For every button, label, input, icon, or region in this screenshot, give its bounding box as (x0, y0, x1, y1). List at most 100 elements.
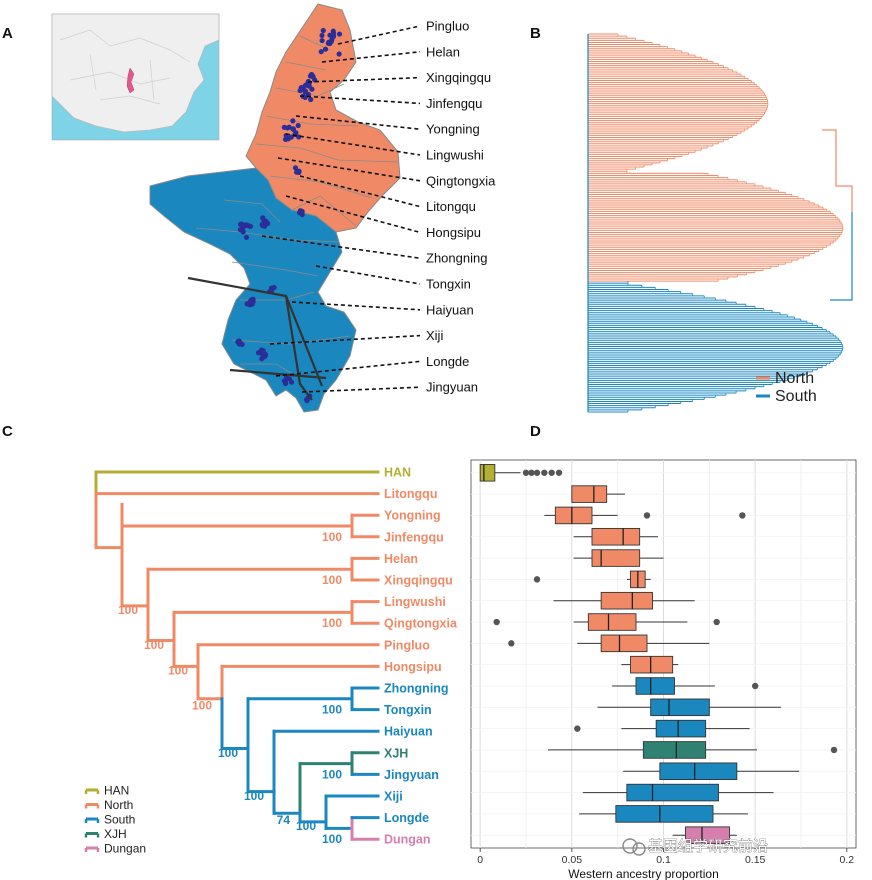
outlier-point (830, 746, 838, 754)
county-label: Jingyuan (426, 380, 478, 395)
leader-line (321, 51, 421, 63)
county-label: Jinfengqu (426, 96, 482, 111)
sample-point (282, 380, 289, 387)
tree-tip-label: Hongsipu (384, 660, 442, 674)
sample-point (265, 220, 271, 226)
bootstrap-value: 100 (192, 698, 212, 712)
county-label: Pingluo (426, 19, 469, 34)
x-tick-label: 0.05 (562, 854, 583, 866)
bootstrap-value: 100 (322, 832, 342, 846)
leader-line (291, 301, 421, 311)
outlier-point (643, 512, 651, 519)
sample-point (260, 348, 266, 354)
sample-point (319, 37, 325, 44)
panel-b-letter: B (530, 25, 541, 42)
dendrogram-legend: North South (756, 370, 817, 405)
county-label: Tongxin (426, 277, 471, 292)
sample-point (320, 27, 326, 34)
watermark-text: 基因组学研究前沿 (648, 837, 768, 855)
sample-point (281, 124, 287, 130)
x-axis-title: Western ancestry proportion (568, 867, 719, 880)
box-dungan (685, 826, 730, 844)
sample-point (295, 122, 301, 129)
sample-point (322, 46, 329, 52)
sample-point (330, 33, 337, 39)
box-xiji (626, 783, 719, 802)
county-label: Qingtongxia (426, 173, 496, 188)
outlier-point (574, 725, 581, 732)
outlier-point (508, 640, 515, 647)
bootstrap-value: 100 (322, 616, 342, 630)
western-ancestry-boxplot: 0 0.05 0.1 0.15 0.2 Western ancestry proporti… (470, 459, 857, 880)
bootstrap-value: 100 (118, 603, 138, 617)
x-tick-label: 0.1 (656, 854, 671, 866)
sample-point (260, 223, 266, 229)
box-helan (591, 549, 641, 567)
outlier-point (493, 618, 500, 626)
outlier-point (533, 576, 541, 583)
leader-line (301, 386, 421, 393)
sample-point (308, 96, 314, 103)
tree-legend-label: Dungan (104, 842, 146, 856)
tree-tip-label: Litongqu (384, 487, 437, 501)
box-litongqu (571, 485, 608, 503)
sample-point (293, 169, 300, 175)
bootstrap-value: 100 (322, 767, 342, 781)
county-label: Litongqu (426, 199, 476, 214)
leader-line (307, 76, 421, 83)
tree-legend-label: North (104, 798, 133, 812)
outlier-point (541, 469, 548, 476)
outlier-point (548, 469, 555, 476)
x-tick-label: 0.15 (745, 854, 766, 866)
outlier-point (713, 618, 720, 626)
x-tick-label: 0 (477, 854, 483, 866)
tree-legend-label: XJH (104, 827, 127, 841)
sample-point (290, 118, 296, 124)
leader-line (285, 195, 421, 234)
county-label: Yongning (426, 122, 480, 137)
legend-north-label: North (775, 370, 814, 387)
box-han (479, 464, 496, 482)
bootstrap-value: 100 (296, 819, 316, 833)
county-label: Longde (426, 354, 469, 369)
box-jinfengqu (591, 527, 641, 546)
bootstrap-value: 100 (322, 530, 342, 544)
outlier-point (533, 469, 541, 476)
box-longde (615, 805, 714, 823)
tree-tip-label: Haiyuan (384, 725, 433, 739)
box-xjh (642, 741, 707, 759)
tree-tip-label: XJH (384, 746, 408, 760)
box-haiyuan (655, 719, 707, 738)
bootstrap-value: 100 (218, 746, 238, 760)
tree-tip-label: Pingluo (384, 638, 430, 652)
panel-d-letter: D (530, 423, 541, 440)
bootstrap-value: 100 (168, 664, 188, 678)
tree-tip-label: Lingwushi (384, 595, 446, 609)
tree-tip-label: Xingqingqu (384, 574, 453, 588)
tree-tip-label: Jingyuan (384, 768, 439, 782)
sample-point (260, 215, 266, 221)
sample-point (299, 208, 305, 215)
bootstrap-value: 100 (144, 638, 164, 652)
tree-tip-label: Xiji (384, 790, 403, 804)
outlier-point (528, 469, 535, 476)
box-yongning (554, 506, 593, 525)
county-label: Hongsipu (426, 225, 481, 240)
tree-tip-label: Longde (384, 811, 429, 825)
tree-legend-label: HAN (104, 784, 129, 798)
legend-south-label: South (775, 388, 817, 405)
box-pingluo (600, 634, 648, 653)
panel-a-letter: A (2, 25, 13, 42)
tree-tip-label: Dungan (384, 833, 431, 847)
tree-tip-label: Helan (384, 552, 418, 566)
tree-tip-label: Qingtongxia (384, 617, 458, 631)
county-label: Haiyuan (426, 302, 474, 317)
outlier-point (522, 469, 530, 476)
watermark: 基因组学研究前沿 (622, 837, 768, 856)
county-label: Helan (426, 44, 460, 59)
tree-legend-label: South (104, 813, 135, 827)
sample-point (300, 85, 306, 91)
leader-line (299, 95, 421, 105)
sample-point (318, 49, 324, 55)
